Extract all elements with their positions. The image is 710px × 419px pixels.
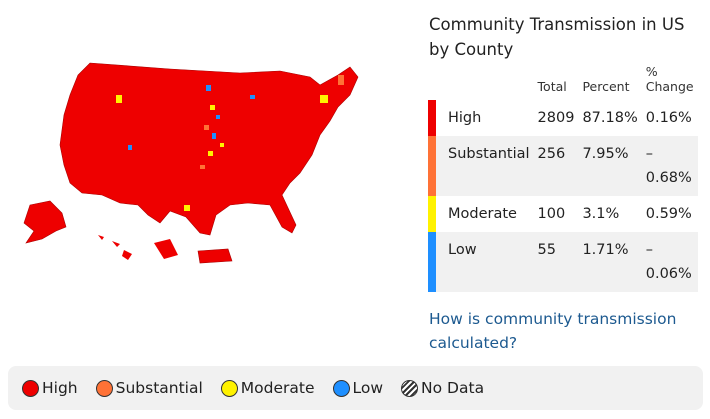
legend-item-high[interactable]: High bbox=[22, 379, 78, 397]
legend-label: No Data bbox=[421, 379, 485, 397]
total-cell: 55 bbox=[533, 232, 579, 292]
level-label: Low bbox=[436, 232, 534, 292]
county-speckles bbox=[116, 75, 344, 211]
col-change: % Change bbox=[645, 64, 694, 94]
level-swatch bbox=[428, 136, 436, 196]
puerto-rico bbox=[197, 248, 233, 264]
change-cell: – 0.06% bbox=[641, 232, 698, 292]
level-swatch bbox=[428, 100, 436, 136]
circle-icon bbox=[22, 379, 39, 397]
percent-cell: 3.1% bbox=[582, 206, 620, 222]
legend-label: Substantial bbox=[115, 379, 203, 397]
col-percent: Percent bbox=[582, 79, 630, 94]
hatched-circle-icon bbox=[401, 379, 419, 397]
legend-label: Low bbox=[352, 379, 384, 397]
level-swatch bbox=[428, 232, 436, 292]
circle-icon bbox=[95, 379, 113, 397]
table-row: Moderate 100 3.1% 0.59% bbox=[428, 196, 698, 232]
change-cell: 0.16% bbox=[645, 110, 692, 126]
total-cell: 256 bbox=[533, 136, 579, 196]
contiguous-us bbox=[59, 62, 359, 236]
level-label: Moderate bbox=[448, 206, 517, 222]
table-row: High 2809 87.18% 0.16% bbox=[428, 100, 698, 136]
legend-item-substantial[interactable]: Substantial bbox=[95, 379, 203, 397]
level-label: Substantial bbox=[436, 136, 534, 196]
table-row: Low 55 1.71% – 0.06% bbox=[428, 232, 698, 292]
circle-icon bbox=[220, 379, 238, 397]
change-cell: – 0.68% bbox=[641, 136, 698, 196]
legend-item-moderate[interactable]: Moderate bbox=[220, 379, 315, 397]
percent-cell: 1.71% bbox=[578, 232, 642, 292]
total-cell: 2809 bbox=[537, 110, 575, 126]
hawaii bbox=[98, 235, 132, 260]
panel-title: Community Transmission in US by County bbox=[429, 15, 685, 59]
change-cell: 0.59% bbox=[645, 206, 692, 222]
col-total: Total bbox=[537, 79, 567, 94]
circle-icon bbox=[332, 379, 350, 397]
level-label: High bbox=[448, 110, 482, 126]
transmission-table: Total Percent % Change High 2809 87.18% … bbox=[428, 64, 698, 292]
alaska bbox=[23, 200, 67, 244]
total-cell: 100 bbox=[537, 206, 566, 222]
table-header: Total Percent % Change bbox=[428, 64, 698, 100]
percent-cell: 7.95% bbox=[578, 136, 642, 196]
table-row: Substantial 256 7.95% – 0.68% bbox=[428, 136, 698, 196]
legend-item-no-data[interactable]: No Data bbox=[401, 379, 484, 397]
map-legend: High Substantial Moderate Low No Data bbox=[8, 366, 703, 410]
how-calculated-link[interactable]: How is community transmission calculated… bbox=[429, 310, 677, 352]
southern-state-small bbox=[154, 239, 178, 259]
percent-cell: 87.18% bbox=[582, 110, 638, 126]
legend-label: High bbox=[42, 379, 78, 397]
level-swatch bbox=[428, 196, 436, 232]
us-county-map[interactable] bbox=[20, 55, 380, 275]
legend-item-low[interactable]: Low bbox=[332, 379, 384, 397]
legend-label: Moderate bbox=[240, 379, 315, 397]
